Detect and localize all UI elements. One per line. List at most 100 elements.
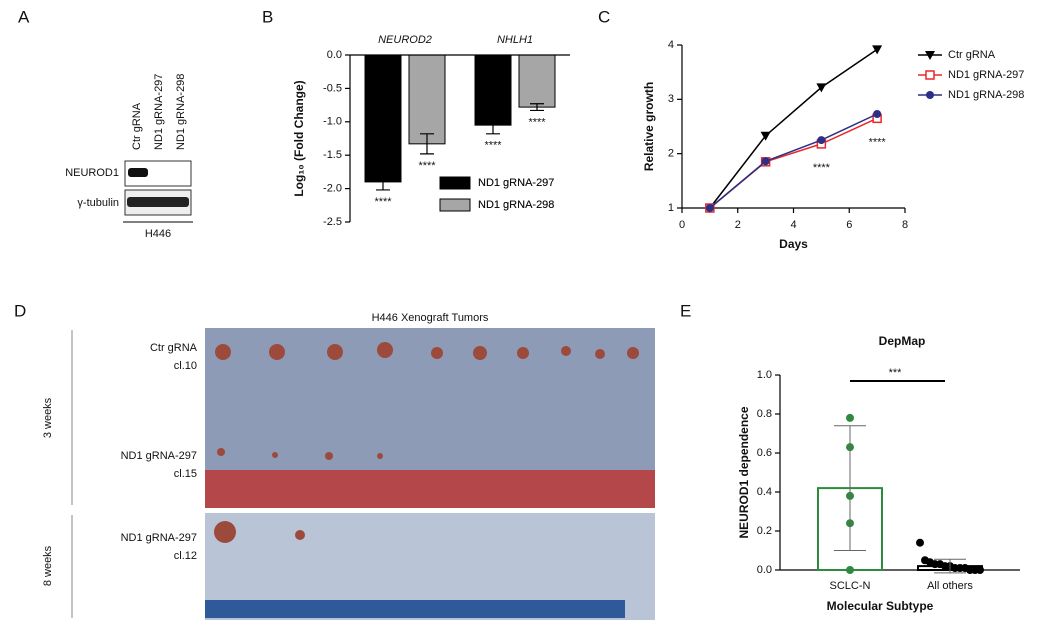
marker <box>926 91 934 99</box>
marker <box>872 45 883 55</box>
marker <box>760 131 771 141</box>
photo-panel: D H446 Xenograft Tumors Ctr gRNA cl.10 N… <box>14 301 655 620</box>
error-bar <box>834 425 866 551</box>
panel-letter: B <box>262 7 273 26</box>
x-label: Molecular Subtype <box>827 599 934 613</box>
x-tick-label: 2 <box>735 219 741 231</box>
bar <box>408 54 446 145</box>
y-label: Log₁₀ (Fold Change) <box>292 80 306 196</box>
legend-label: ND1 gRNA-298 <box>478 199 554 211</box>
photo-title: H446 Xenograft Tumors <box>372 312 489 324</box>
y-tick-label: 0.0 <box>757 564 772 576</box>
category-label: NEUROD2 <box>378 34 432 46</box>
legend-label: ND1 gRNA-297 <box>478 177 554 189</box>
group-label: ND1 gRNA-297 <box>121 532 197 544</box>
x-tick-label: 6 <box>846 219 852 231</box>
y-tick-label: -2.5 <box>323 216 342 228</box>
marker <box>925 51 935 60</box>
ruler <box>205 470 655 508</box>
group-label: cl.12 <box>174 550 197 562</box>
lane-label: ND1 gRNA-297 <box>153 74 165 150</box>
y-tick-label: 0.0 <box>327 49 342 61</box>
annotation: **** <box>813 162 831 174</box>
point <box>916 538 924 547</box>
annotation: **** <box>528 116 546 128</box>
legend-swatch <box>439 198 471 212</box>
point <box>846 413 854 422</box>
x-tick-label: 0 <box>679 219 685 231</box>
y-tick-label: 0.4 <box>757 486 772 498</box>
legend-label: ND1 gRNA-297 <box>478 177 554 189</box>
panel-letter: C <box>598 7 610 26</box>
panel-letter: E <box>680 301 691 320</box>
annotation: **** <box>418 160 436 172</box>
blot-panel: A Ctr gRNA ND1 gRNA-297 ND1 gRNA-298 NEU… <box>18 7 193 240</box>
marker <box>816 83 827 93</box>
y-label: NEUROD1 dependence <box>737 406 751 538</box>
row-label: γ-tubulin <box>77 197 119 209</box>
group-label: cl.10 <box>174 360 197 372</box>
annotation: **** <box>374 196 392 208</box>
y-tick-label: -1.5 <box>323 149 342 161</box>
x-tick-label: All others <box>927 580 973 592</box>
y-tick-label: 0.2 <box>757 525 772 537</box>
category-label: NHLH1 <box>497 34 533 46</box>
y-tick-label: 1.0 <box>757 369 772 381</box>
marker <box>817 136 826 145</box>
row-label: NEUROD1 <box>65 167 119 179</box>
panel-letter: D <box>14 301 26 320</box>
annotation: **** <box>869 136 887 148</box>
x-tick-label: SCLC-N <box>830 580 871 592</box>
blot-band <box>128 168 148 177</box>
x-tick-label: 8 <box>902 219 908 231</box>
x-tick-label: 4 <box>790 219 796 231</box>
y-tick-label: 4 <box>668 39 674 51</box>
line <box>709 113 878 209</box>
time-label: 8 weeks <box>42 545 54 586</box>
bar <box>474 54 512 126</box>
ruler <box>205 600 625 618</box>
error-bar <box>420 133 434 155</box>
cell-line: H446 <box>145 228 171 240</box>
error-bar <box>486 115 500 135</box>
point <box>846 566 854 574</box>
error-bar <box>934 558 966 574</box>
legend-label: ND1 gRNA-298 <box>478 199 554 211</box>
annotation: *** <box>889 367 903 379</box>
lane-label: Ctr gRNA <box>131 102 143 150</box>
lane-label: ND1 gRNA-298 <box>175 74 187 150</box>
legend-label: ND1 gRNA-298 <box>948 89 1024 101</box>
legend-label: Ctr gRNA <box>948 49 996 61</box>
bar <box>518 54 556 108</box>
error-bar <box>530 103 544 112</box>
bar <box>364 54 402 183</box>
annotation: **** <box>484 140 502 152</box>
marker <box>925 70 935 80</box>
y-label: Relative growth <box>642 82 656 171</box>
panel-letter: A <box>18 7 30 26</box>
marker <box>873 110 882 119</box>
y-tick-label: -1.0 <box>323 116 342 128</box>
legend-label: ND1 gRNA-297 <box>948 69 1024 81</box>
marker <box>705 204 714 212</box>
y-tick-label: -2.0 <box>323 183 342 195</box>
y-tick-label: -0.5 <box>323 82 342 94</box>
tumors <box>214 342 639 543</box>
error-bar <box>376 173 390 191</box>
group-label: ND1 gRNA-297 <box>121 450 197 462</box>
y-tick-label: 2 <box>668 148 674 160</box>
point <box>976 566 984 574</box>
marker <box>761 157 770 166</box>
group-label: cl.15 <box>174 468 197 480</box>
chart-title: DepMap <box>879 334 926 348</box>
line <box>709 117 878 209</box>
x-label: Days <box>779 237 808 251</box>
blot-band <box>127 197 189 207</box>
line <box>709 48 878 209</box>
legend-swatch <box>439 176 471 190</box>
y-tick-label: 0.6 <box>757 447 772 459</box>
y-tick-label: 3 <box>668 93 674 105</box>
y-tick-label: 0.8 <box>757 408 772 420</box>
group-label: Ctr gRNA <box>150 342 198 354</box>
